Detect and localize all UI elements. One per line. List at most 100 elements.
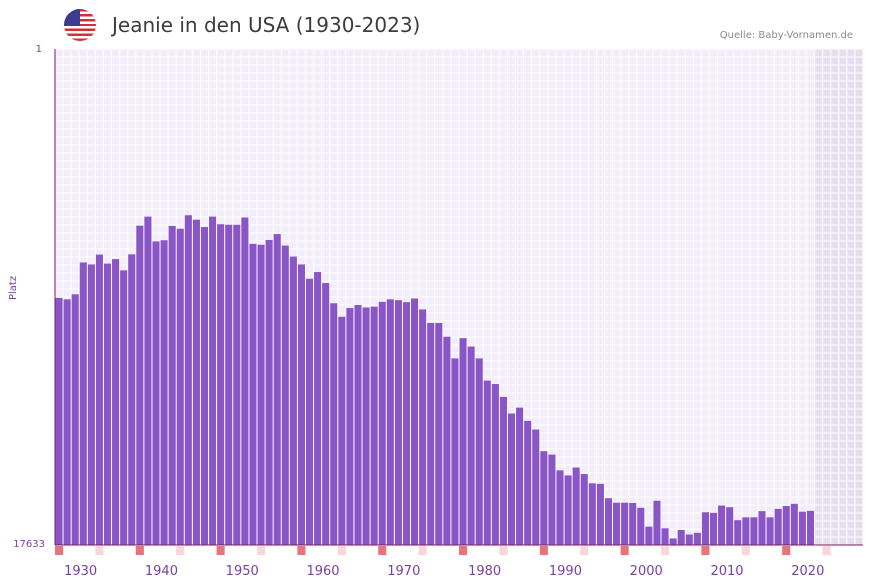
bar-1935 [103, 263, 112, 545]
x-tick-label: 1950 [226, 564, 259, 579]
half-decade-marker-2024 [822, 546, 831, 555]
bar-2006 [677, 530, 685, 545]
bar-2021 [798, 511, 806, 545]
bar-1971 [394, 300, 402, 545]
bar-2010 [709, 512, 718, 545]
bar-1932 [79, 262, 87, 545]
half-decade-marker-1974 [418, 546, 427, 555]
decade-marker-1949 [216, 546, 225, 555]
x-tick-label: 1990 [549, 564, 582, 579]
source-credit: Quelle: Baby-Vornamen.de [719, 30, 853, 41]
bar-1976 [435, 322, 443, 545]
bar-1949 [217, 224, 225, 545]
bar-1960 [305, 278, 314, 545]
bar-1945 [184, 215, 192, 546]
bar-1961 [314, 272, 322, 545]
bar-1951 [233, 224, 241, 545]
bar-1991 [556, 470, 564, 545]
bar-2007 [685, 534, 693, 545]
bar-1964 [338, 316, 346, 545]
bar-1940 [144, 216, 152, 545]
bar-1943 [168, 225, 176, 545]
bar-1987 [524, 420, 532, 545]
bar-1978 [451, 358, 459, 545]
bar-1929 [55, 297, 63, 545]
bar-2016 [758, 511, 766, 545]
decade-marker-1969 [378, 546, 387, 555]
bar-1979 [459, 338, 467, 545]
decade-marker-1979 [459, 546, 468, 555]
y-tick-top: 1 [35, 44, 42, 55]
bar-1962 [322, 283, 330, 545]
decade-marker-2019 [782, 546, 791, 555]
decade-marker-1929 [55, 546, 64, 555]
x-tick-label: 2000 [630, 564, 663, 579]
bar-2000 [629, 503, 637, 545]
x-tick-label: 2010 [710, 564, 743, 579]
bar-1966 [354, 304, 362, 545]
bar-1952 [241, 217, 249, 545]
bar-1980 [467, 346, 475, 545]
bar-1981 [475, 358, 483, 545]
bar-1946 [192, 219, 200, 546]
bar-2022 [806, 510, 815, 545]
bar-2018 [774, 508, 782, 545]
bar-2002 [645, 526, 653, 545]
bar-1937 [120, 270, 128, 545]
decade-marker-1999 [620, 546, 629, 555]
bar-1982 [483, 380, 491, 545]
bar-1995 [588, 483, 596, 545]
bar-2004 [661, 528, 669, 545]
bar-1942 [160, 240, 168, 545]
x-tick-label: 2020 [791, 564, 824, 579]
decade-marker-1939 [135, 546, 144, 555]
bar-2008 [693, 532, 701, 545]
half-decade-marker-1944 [176, 546, 185, 555]
x-tick-label: 1970 [387, 564, 420, 579]
decade-marker-1959 [297, 546, 306, 555]
half-decade-marker-2014 [741, 546, 750, 555]
bar-1938 [128, 254, 136, 545]
y-tick-bottom: 17633 [13, 539, 45, 550]
bar-1953 [249, 243, 257, 545]
bar-1955 [265, 239, 273, 545]
bar-1992 [564, 475, 572, 545]
decade-marker-2009 [701, 546, 710, 555]
x-tick-label: 1980 [468, 564, 501, 579]
bar-2009 [701, 512, 709, 545]
bar-1973 [411, 298, 419, 545]
bar-1986 [516, 407, 524, 545]
bar-2019 [782, 506, 790, 545]
bar-1977 [443, 336, 451, 545]
bar-1950 [225, 224, 233, 545]
bar-1963 [330, 303, 338, 545]
bar-1939 [136, 225, 144, 545]
bar-1936 [112, 259, 120, 545]
bar-2005 [669, 538, 677, 545]
bar-2001 [637, 507, 645, 545]
bar-1934 [95, 254, 103, 546]
bar-1994 [580, 474, 588, 545]
bar-1941 [152, 241, 160, 545]
bar-1999 [621, 502, 629, 545]
bar-1993 [572, 467, 580, 545]
bar-2015 [750, 517, 758, 545]
x-tick-label: 1960 [306, 564, 339, 579]
bar-2017 [766, 517, 774, 545]
bar-2012 [726, 507, 734, 545]
bar-1956 [273, 234, 281, 545]
half-decade-marker-1954 [257, 546, 266, 555]
bar-1996 [596, 483, 604, 545]
bar-1958 [289, 256, 297, 545]
bar-2014 [742, 517, 750, 545]
bar-1965 [346, 308, 354, 545]
half-decade-marker-1964 [337, 546, 346, 555]
bar-1998 [613, 502, 621, 545]
half-decade-marker-1984 [499, 546, 508, 555]
bar-1967 [362, 307, 370, 545]
bar-1975 [427, 322, 435, 545]
bar-1930 [63, 299, 71, 545]
x-tick-label: 1940 [145, 564, 178, 579]
bar-1944 [176, 228, 184, 545]
bar-1957 [281, 245, 289, 545]
